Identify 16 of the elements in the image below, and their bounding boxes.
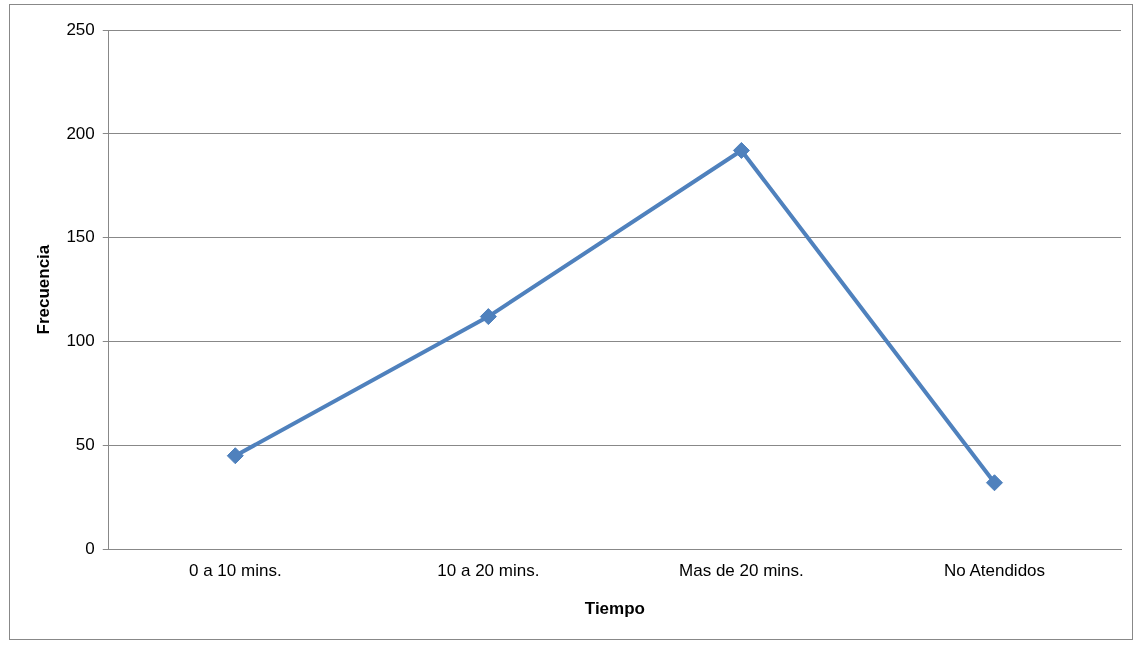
point bbox=[479, 308, 497, 326]
point bbox=[732, 141, 750, 159]
y-tick-label: 100 bbox=[66, 331, 95, 351]
y-tick-label: 250 bbox=[66, 19, 95, 39]
x-tick-label: Mas de 20 mins. bbox=[679, 561, 804, 581]
point bbox=[985, 474, 1003, 492]
y-axis-title: Frecuencia bbox=[33, 244, 53, 335]
y-tick-label: 0 bbox=[85, 538, 95, 558]
y-tick-label: 150 bbox=[66, 227, 95, 247]
x-tick-label: No Atendidos bbox=[943, 561, 1046, 581]
x-tick-label: 10 a 20 mins. bbox=[437, 561, 540, 581]
x-axis-title: Tiempo bbox=[584, 599, 645, 619]
y-tick-label: 50 bbox=[75, 435, 95, 455]
x-tick-label: 0 a 10 mins. bbox=[188, 561, 282, 581]
point bbox=[226, 447, 244, 465]
y-tick-label: 200 bbox=[66, 123, 95, 143]
